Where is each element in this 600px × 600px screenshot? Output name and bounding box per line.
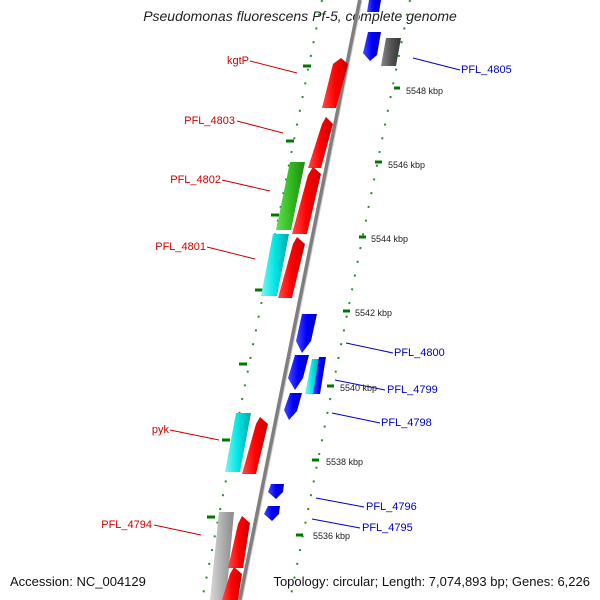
forward-track-guide xyxy=(201,0,323,600)
gene-label-PFL_4794: PFL_4794 xyxy=(101,519,152,531)
gene-PFL_4800-b xyxy=(288,355,309,390)
gene-PFL_4805-dark xyxy=(381,38,401,66)
scale-label: 5546 kbp xyxy=(388,160,425,170)
scale-labels: 5548 kbp 5546 kbp 5544 kbp 5542 kbp 5540… xyxy=(313,86,443,541)
gene-pyk-cyan xyxy=(225,413,251,472)
gene-label-PFL_4800: PFL_4800 xyxy=(394,347,445,359)
scale-label: 5540 kbp xyxy=(340,383,377,393)
gene-PFL_4802-green xyxy=(276,162,305,230)
gene-PFL_4805-blue xyxy=(363,32,381,61)
gene-PFL_4796 xyxy=(268,484,284,499)
reverse-genes xyxy=(264,0,401,521)
gene-pyk-red xyxy=(242,417,268,474)
forward-leaders xyxy=(153,60,298,536)
gene-kgtP xyxy=(322,58,348,108)
accession-text: Accession: NC_004129 xyxy=(10,574,146,589)
gene-PFL_4794-gray xyxy=(210,512,234,600)
gene-PFL_4802-red xyxy=(292,167,321,234)
gene-PFL_4801-cyan xyxy=(261,234,289,296)
gene-PFL_4794-red xyxy=(228,516,250,568)
gene-label-PFL_4796: PFL_4796 xyxy=(366,501,417,513)
gene-PFL_4806 xyxy=(367,0,381,12)
genome-summary-text: Topology: circular; Length: 7,074,893 bp… xyxy=(273,574,590,589)
gene-PFL_4800-a xyxy=(296,314,317,353)
scale-label: 5538 kbp xyxy=(326,457,363,467)
gene-PFL_4793-red xyxy=(222,567,242,600)
gene-label-PFL_4795: PFL_4795 xyxy=(362,522,413,534)
scale-label: 5544 kbp xyxy=(371,234,408,244)
gene-PFL_4799-cyan xyxy=(305,359,320,394)
gene-label-pyk: pyk xyxy=(152,424,170,436)
genome-backbone xyxy=(238,0,362,600)
gene-label-PFL_4803: PFL_4803 xyxy=(184,115,235,127)
gene-PFL_4803 xyxy=(308,117,333,168)
gene-PFL_4799-blue xyxy=(313,357,326,394)
scale-ticks xyxy=(207,64,400,537)
reverse-gene-labels: PFL_4805 PFL_4800 PFL_4799 PFL_4798 PFL_… xyxy=(362,64,512,534)
gene-PFL_4795 xyxy=(264,506,280,521)
gene-label-kgtP: kgtP xyxy=(227,55,249,67)
gene-label-PFL_4802: PFL_4802 xyxy=(170,174,221,186)
reverse-leaders xyxy=(311,57,461,529)
scale-label: 5536 kbp xyxy=(313,531,350,541)
gene-label-PFL_4805: PFL_4805 xyxy=(461,64,512,76)
gene-label-PFL_4798: PFL_4798 xyxy=(381,417,432,429)
gene-PFL_4801-red xyxy=(278,237,305,298)
gene-PFL_4798 xyxy=(284,393,302,420)
scale-label: 5548 kbp xyxy=(406,86,443,96)
scale-label: 5542 kbp xyxy=(355,308,392,318)
forward-genes xyxy=(210,58,348,600)
gene-label-PFL_4799: PFL_4799 xyxy=(387,384,438,396)
gene-label-PFL_4801: PFL_4801 xyxy=(155,241,206,253)
forward-gene-labels: kgtP PFL_4803 PFL_4802 PFL_4801 pyk PFL_… xyxy=(101,55,249,531)
genome-backbone-highlight xyxy=(241,0,363,600)
